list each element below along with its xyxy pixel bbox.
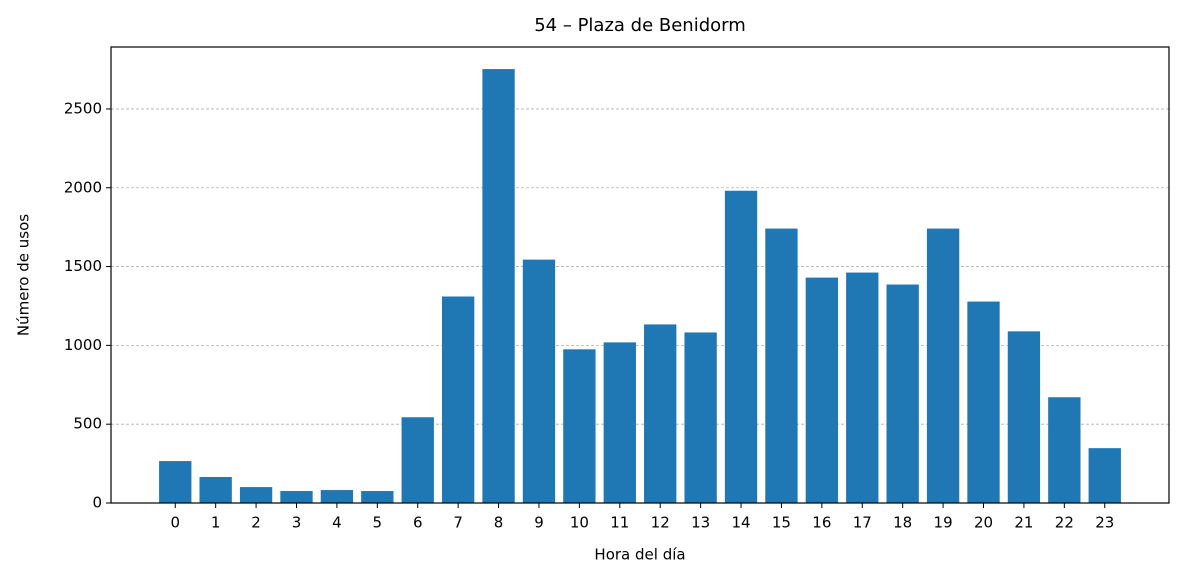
x-tick-label: 2 bbox=[251, 514, 261, 532]
x-tick-label: 14 bbox=[731, 514, 750, 532]
x-tick-label: 4 bbox=[332, 514, 342, 532]
x-tick-label: 1 bbox=[211, 514, 221, 532]
x-tick-label: 23 bbox=[1095, 514, 1114, 532]
bar bbox=[603, 342, 636, 503]
x-tick-label: 22 bbox=[1055, 514, 1074, 532]
x-tick-label: 11 bbox=[610, 514, 629, 532]
x-tick-label: 7 bbox=[453, 514, 463, 532]
x-tick-label: 15 bbox=[772, 514, 791, 532]
bar bbox=[644, 324, 677, 503]
bar bbox=[724, 190, 758, 503]
x-tick-label: 9 bbox=[534, 514, 544, 532]
bar bbox=[401, 417, 434, 503]
x-tick-label: 5 bbox=[373, 514, 383, 532]
y-tick-label: 2000 bbox=[64, 178, 102, 196]
x-tick-label: 16 bbox=[812, 514, 831, 532]
bar bbox=[159, 461, 192, 503]
x-tick-label: 8 bbox=[494, 514, 504, 532]
x-tick-label: 12 bbox=[651, 514, 670, 532]
bar bbox=[563, 349, 596, 503]
bar bbox=[1007, 331, 1041, 503]
bar bbox=[967, 301, 1000, 503]
y-tick-label: 1000 bbox=[64, 336, 102, 354]
x-tick-label: 3 bbox=[292, 514, 302, 532]
bar bbox=[1048, 397, 1081, 503]
y-tick-label: 1500 bbox=[64, 257, 102, 275]
bar bbox=[522, 259, 556, 503]
y-axis-label: Número de usos bbox=[15, 214, 33, 336]
bar bbox=[441, 296, 475, 503]
x-tick-label: 6 bbox=[413, 514, 423, 532]
bar bbox=[280, 491, 313, 503]
x-tick-label: 21 bbox=[1014, 514, 1033, 532]
x-tick-label: 13 bbox=[691, 514, 710, 532]
bar bbox=[482, 69, 515, 504]
bar bbox=[1088, 448, 1121, 503]
bar bbox=[846, 272, 879, 503]
bar bbox=[361, 491, 394, 503]
plot-frame bbox=[110, 46, 1170, 504]
bar bbox=[199, 476, 232, 503]
x-tick-label: 19 bbox=[934, 514, 953, 532]
x-axis-label: Hora del día bbox=[594, 546, 685, 564]
bar bbox=[805, 277, 839, 503]
x-tick-label: 10 bbox=[570, 514, 589, 532]
bar bbox=[886, 284, 919, 503]
chart-title: 54 – Plaza de Benidorm bbox=[534, 15, 746, 36]
bar bbox=[765, 228, 798, 503]
x-tick-label: 0 bbox=[170, 514, 180, 532]
bar bbox=[926, 228, 960, 503]
y-tick-label: 2500 bbox=[64, 99, 102, 117]
bar bbox=[239, 487, 273, 503]
bar bbox=[684, 332, 717, 503]
bar bbox=[320, 490, 354, 503]
x-tick-label: 18 bbox=[893, 514, 912, 532]
y-tick-label: 0 bbox=[92, 494, 102, 512]
y-tick-label: 500 bbox=[73, 415, 102, 433]
x-tick-label: 17 bbox=[853, 514, 872, 532]
x-tick-label: 20 bbox=[974, 514, 993, 532]
